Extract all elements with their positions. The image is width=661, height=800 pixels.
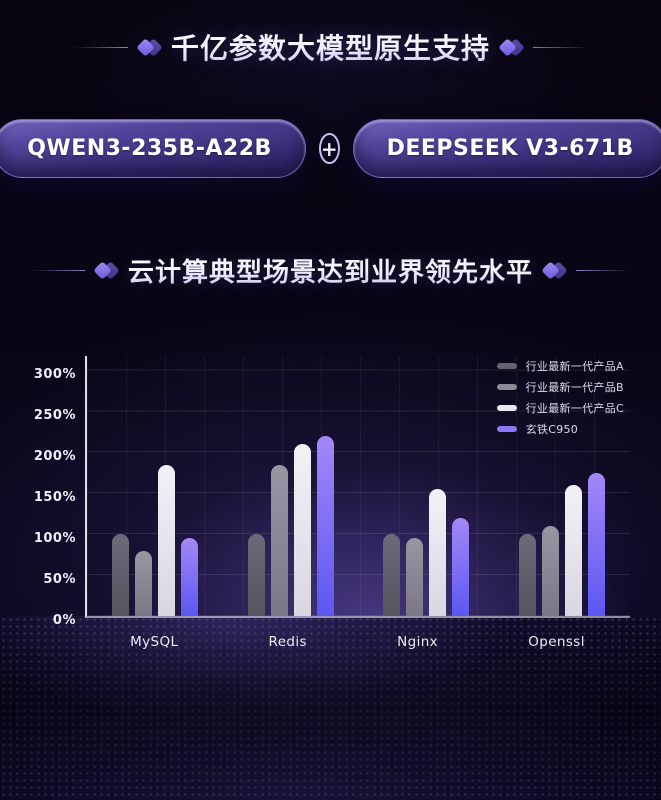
y-tick-50: 50% — [43, 572, 76, 588]
bar-openssl-series-1 — [542, 525, 560, 616]
category-label-nginx: Nginx — [397, 634, 439, 650]
bar-redis-series-1 — [270, 464, 288, 616]
legend-label: 行业最新一代产品C — [525, 402, 624, 415]
badge-qwen3: QWEN3-235B-A22B — [0, 119, 306, 178]
benchmark-bar-chart: 0% 50% 100% 150% 200% 250% 300% 行业最新一代产品A 行业最新一… — [0, 356, 661, 676]
diamond-decoration-left — [93, 261, 120, 280]
section-title-large-models: 千亿参数大模型原生支持 — [0, 27, 661, 67]
bar-redis-series-2 — [293, 444, 311, 616]
y-tick-150: 150% — [33, 490, 76, 506]
legend-item-0: 行业最新一代产品A — [496, 358, 624, 374]
legend-item-2: 行业最新一代产品C — [496, 400, 624, 416]
plot-glow — [87, 356, 630, 616]
bar-groups — [87, 356, 630, 616]
decor-line-right — [576, 270, 630, 271]
section-title-cloud-benchmarks: 云计算典型场景达到业界领先水平 — [0, 252, 661, 289]
diamond-decoration-right — [498, 37, 525, 57]
legend-item-1: 行业最新一代产品B — [496, 379, 624, 395]
decor-line-left — [73, 46, 128, 48]
bar-mysql-series-0 — [111, 534, 129, 616]
legend-swatch-icon — [496, 384, 517, 390]
legend-swatch-icon — [496, 363, 517, 369]
x-axis-categories: MySQL Redis Nginx Openssl — [85, 634, 630, 650]
bar-mysql-series-2 — [157, 464, 175, 616]
chart-legend: 行业最新一代产品A 行业最新一代产品B 行业最新一代产品C 玄铁C950 — [496, 358, 624, 437]
plus-icon: + — [318, 133, 340, 164]
badge-qwen3-label: QWEN3-235B-A22B — [27, 136, 272, 161]
badge-deepseek-label: DEEPSEEK V3-671B — [386, 136, 634, 161]
legend-item-3: 玄铁C950 — [496, 421, 624, 437]
bar-group-mysql — [111, 356, 198, 616]
model-badges-row: QWEN3-235B-A22B + DEEPSEEK V3-671B — [0, 119, 661, 178]
halftone-fade — [0, 616, 661, 800]
bar-openssl-series-0 — [519, 534, 537, 616]
legend-label: 行业最新一代产品B — [525, 381, 624, 394]
bar-mysql-series-1 — [134, 550, 152, 616]
bar-group-openssl — [519, 356, 606, 616]
badge-deepseek: DEEPSEEK V3-671B — [352, 119, 661, 178]
bar-openssl-series-3 — [588, 472, 606, 616]
plot-area: 行业最新一代产品A 行业最新一代产品B 行业最新一代产品C 玄铁C950 — [85, 356, 630, 618]
y-axis: 0% 50% 100% 150% 200% 250% 300% — [0, 356, 76, 628]
legend-swatch-icon — [496, 426, 517, 432]
category-label-openssl: Openssl — [528, 634, 585, 650]
legend-swatch-icon — [496, 405, 517, 411]
diamond-decoration-right — [541, 261, 568, 280]
y-tick-0: 0% — [52, 613, 76, 628]
diamond-decoration-left — [136, 37, 163, 57]
bar-nginx-series-0 — [383, 534, 401, 616]
bar-redis-series-0 — [247, 534, 265, 616]
page-title: 千亿参数大模型原生支持 — [171, 27, 490, 67]
y-tick-250: 250% — [33, 408, 76, 424]
bar-redis-series-3 — [316, 435, 334, 616]
y-tick-100: 100% — [33, 531, 76, 547]
halftone-wave-texture — [0, 616, 661, 800]
section-subtitle: 云计算典型场景达到业界领先水平 — [128, 252, 533, 289]
decor-line-right — [533, 46, 587, 48]
y-tick-300: 300% — [33, 367, 76, 383]
bar-nginx-series-3 — [452, 517, 470, 616]
bar-group-redis — [247, 356, 334, 616]
category-label-redis: Redis — [268, 634, 307, 650]
plot-gridlines — [87, 356, 630, 616]
bar-group-nginx — [383, 356, 470, 616]
legend-label: 行业最新一代产品A — [525, 360, 624, 373]
bar-mysql-series-3 — [180, 538, 198, 616]
bar-nginx-series-2 — [429, 489, 447, 616]
legend-label: 玄铁C950 — [525, 423, 579, 436]
decor-line-left — [30, 270, 85, 271]
category-label-mysql: MySQL — [130, 634, 179, 650]
y-tick-200: 200% — [33, 449, 76, 465]
bar-openssl-series-2 — [565, 485, 583, 616]
bar-nginx-series-1 — [406, 538, 424, 616]
